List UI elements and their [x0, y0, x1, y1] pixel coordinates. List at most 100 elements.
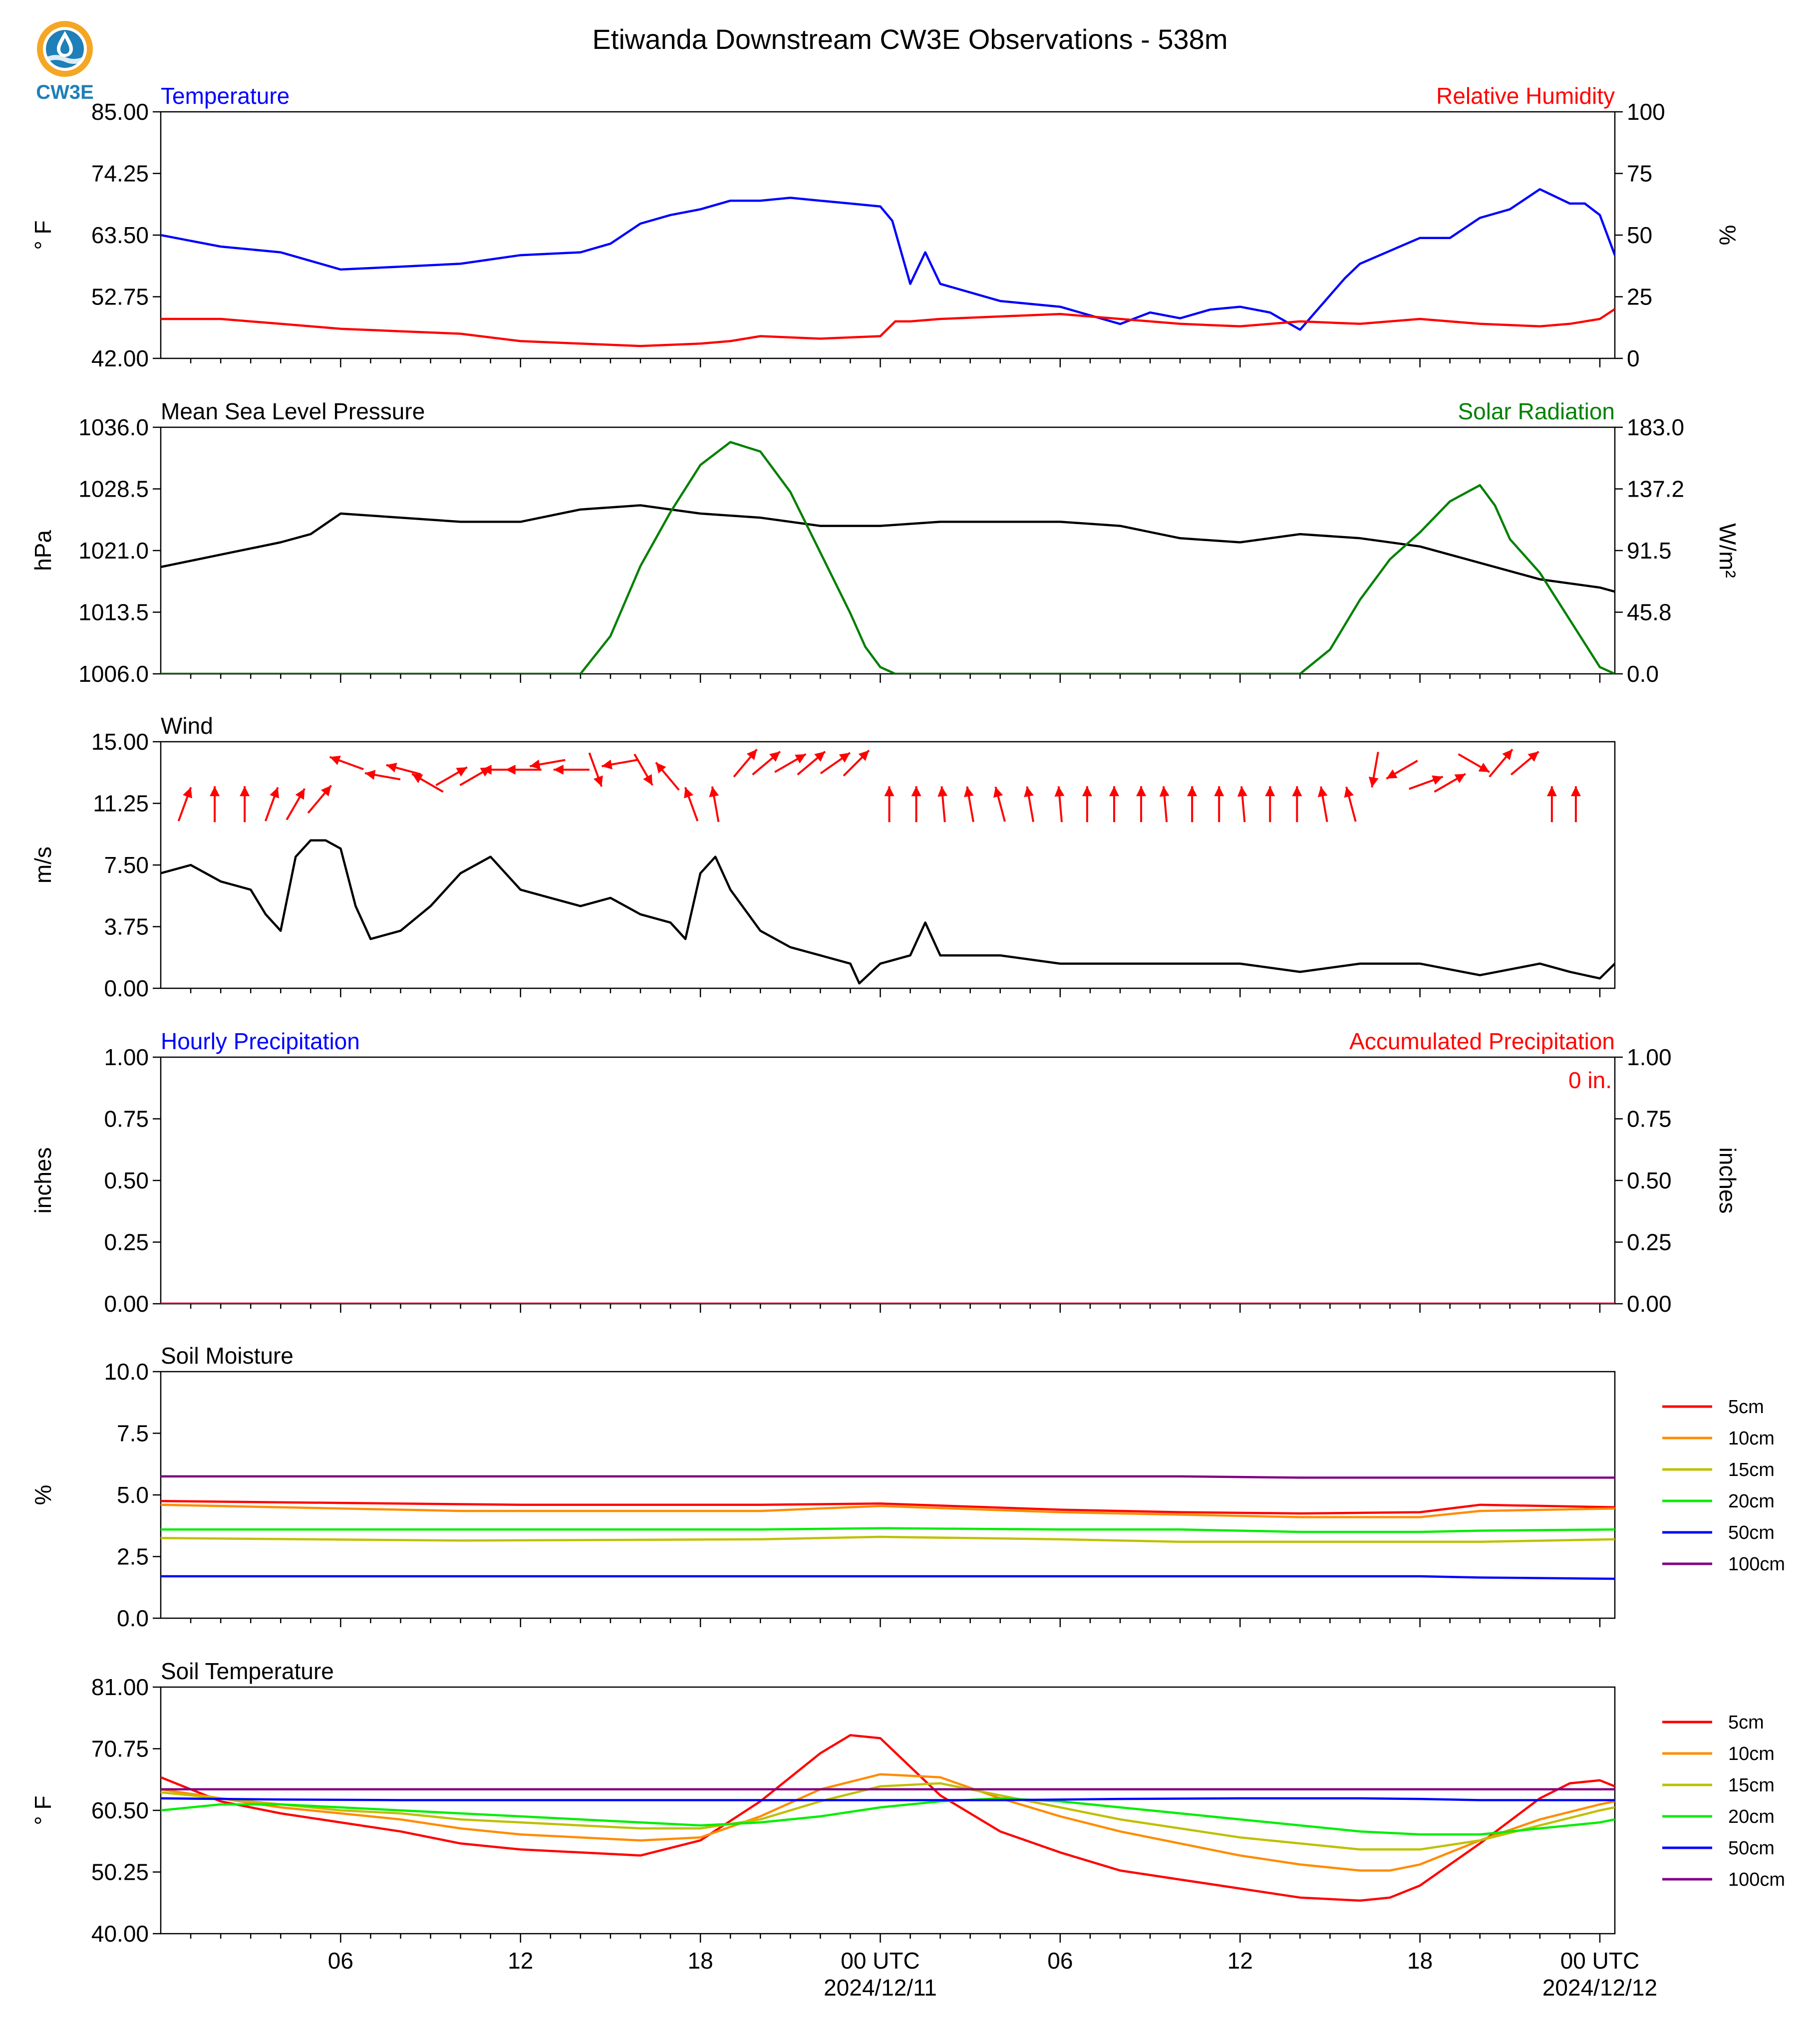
wind-arrow-head: [1317, 786, 1328, 798]
wind-arrow: [655, 762, 680, 791]
x-date-label: 2024/12/12: [1542, 1975, 1657, 2001]
series-group: [161, 441, 1615, 674]
wind-arrow-head: [183, 787, 192, 799]
legend-label: 100cm: [1728, 1869, 1785, 1890]
legend: 5cm 10cm 15cm 20cm 50cm 100cm: [1662, 1397, 1785, 1575]
wind-arrow: [1409, 775, 1444, 790]
y-tick-label: 42.00: [91, 345, 149, 371]
panel-wind: 0.00 3.75 7.50 11.25 15.00 Wind m/s: [30, 713, 1616, 1001]
wind-arrow: [1136, 786, 1147, 823]
series-group: [161, 1475, 1615, 1580]
series-line: [161, 188, 1615, 331]
series-line-5cm: [161, 1734, 1615, 1902]
panel-title-right: Relative Humidity: [1436, 83, 1615, 109]
wind-arrow-head: [210, 786, 220, 797]
y-tick-label: 70.75: [91, 1736, 149, 1762]
y-tick-label-right: 50: [1627, 222, 1652, 248]
y-tick-label-right: 75: [1627, 161, 1652, 187]
wind-arrow: [1054, 786, 1065, 823]
legend-label: 100cm: [1728, 1554, 1785, 1575]
y-axis-label: hPa: [30, 530, 56, 571]
y-tick-label: 40.00: [91, 1921, 149, 1947]
y-axis-label: m/s: [30, 847, 56, 883]
wind-arrow-head: [329, 755, 341, 765]
wind-arrow: [364, 770, 401, 781]
y-tick-label: 10.0: [104, 1359, 149, 1385]
series-group: [161, 188, 1615, 347]
series-line-100cm: [161, 1475, 1615, 1479]
wind-arrow: [553, 764, 590, 775]
legend: 5cm 10cm 15cm 20cm 50cm 100cm: [1662, 1712, 1785, 1890]
y-tick-label: 81.00: [91, 1674, 149, 1700]
wind-arrow: [1292, 786, 1302, 823]
wind-arrow-head: [530, 759, 541, 770]
wind-arrow: [1458, 753, 1490, 773]
wind-arrow-head: [270, 787, 280, 799]
y-tick-label: 7.50: [104, 852, 149, 878]
series-line-50cm: [161, 1797, 1615, 1801]
wind-arrow: [1237, 786, 1247, 823]
wind-arrow: [820, 752, 851, 775]
wind-arrow-head: [684, 787, 694, 799]
water-drop-sun-logo-icon: CW3E: [36, 21, 94, 103]
wind-arrow-head: [412, 774, 423, 783]
figure-title: Etiwanda Downstream CW3E Observations - …: [593, 23, 1228, 55]
panel-title: Soil Temperature: [161, 1658, 334, 1684]
panel-title-right: Solar Radiation: [1458, 398, 1615, 424]
wind-arrow-head: [814, 751, 825, 762]
series-group: [161, 1734, 1615, 1902]
wind-arrow-head: [1082, 786, 1092, 797]
y-tick-label-right: 0.75: [1627, 1106, 1672, 1132]
y-tick-label: 3.75: [104, 914, 149, 940]
wind-arrow: [1368, 752, 1379, 788]
legend-label: 5cm: [1728, 1712, 1764, 1733]
wind-arrow: [386, 763, 421, 776]
wind-arrow-head: [1478, 763, 1490, 772]
wind-arrow: [774, 753, 807, 773]
panel-hourly-precipitation: 0.00 0.25 0.50 0.75 1.00 0.00 0.25 0.50 0.75 1.00…: [30, 1028, 1741, 1317]
wind-arrow-head: [602, 759, 612, 770]
series-line: [161, 308, 1615, 347]
wind-arrow: [240, 786, 250, 823]
wind-arrow-head: [1546, 786, 1557, 797]
wind-arrow-head: [1292, 786, 1302, 797]
wind-arrow: [1570, 786, 1581, 823]
wind-arrow: [633, 753, 653, 786]
y-tick-label: 0.25: [104, 1229, 149, 1255]
wind-arrow: [435, 766, 468, 786]
x-tick-label: 12: [508, 1948, 533, 1974]
logo-text: CW3E: [36, 81, 94, 103]
y-tick-label-right: 0.0: [1627, 661, 1659, 687]
legend-label: 50cm: [1728, 1522, 1775, 1543]
wind-arrow-head: [593, 775, 603, 787]
wind-arrow-head: [1054, 786, 1065, 797]
wind-arrow: [684, 787, 699, 822]
wind-arrow-head: [320, 785, 331, 797]
wind-arrow: [1386, 760, 1418, 780]
y-axis-label: ° F: [30, 1795, 56, 1825]
wind-arrow: [265, 787, 280, 822]
wind-arrow-head: [1136, 786, 1147, 797]
wind-arrow: [1546, 786, 1557, 823]
y-tick-label-right: 137.2: [1627, 476, 1684, 502]
wind-arrow: [1489, 748, 1514, 778]
wind-arrow: [1265, 786, 1275, 823]
series-line-10cm: [161, 1503, 1615, 1518]
y-tick-label: 1036.0: [78, 414, 149, 440]
wind-arrow: [964, 786, 974, 822]
wind-arrow: [1109, 786, 1119, 823]
legend-label: 10cm: [1728, 1428, 1775, 1449]
wind-arrow-head: [365, 770, 376, 780]
wind-arrow-head: [858, 750, 869, 761]
y-tick-label-right: 183.0: [1627, 414, 1684, 440]
wind-arrow: [884, 786, 895, 823]
y-tick-label-right: 45.8: [1627, 599, 1672, 625]
series-line: [161, 441, 1615, 674]
y-tick-label: 2.5: [117, 1544, 149, 1570]
wind-arrow: [937, 786, 948, 823]
y-axis-label: inches: [30, 1148, 56, 1214]
series-line: [161, 839, 1615, 985]
wind-arrow: [505, 764, 542, 775]
wind-arrow-head: [1159, 786, 1170, 797]
